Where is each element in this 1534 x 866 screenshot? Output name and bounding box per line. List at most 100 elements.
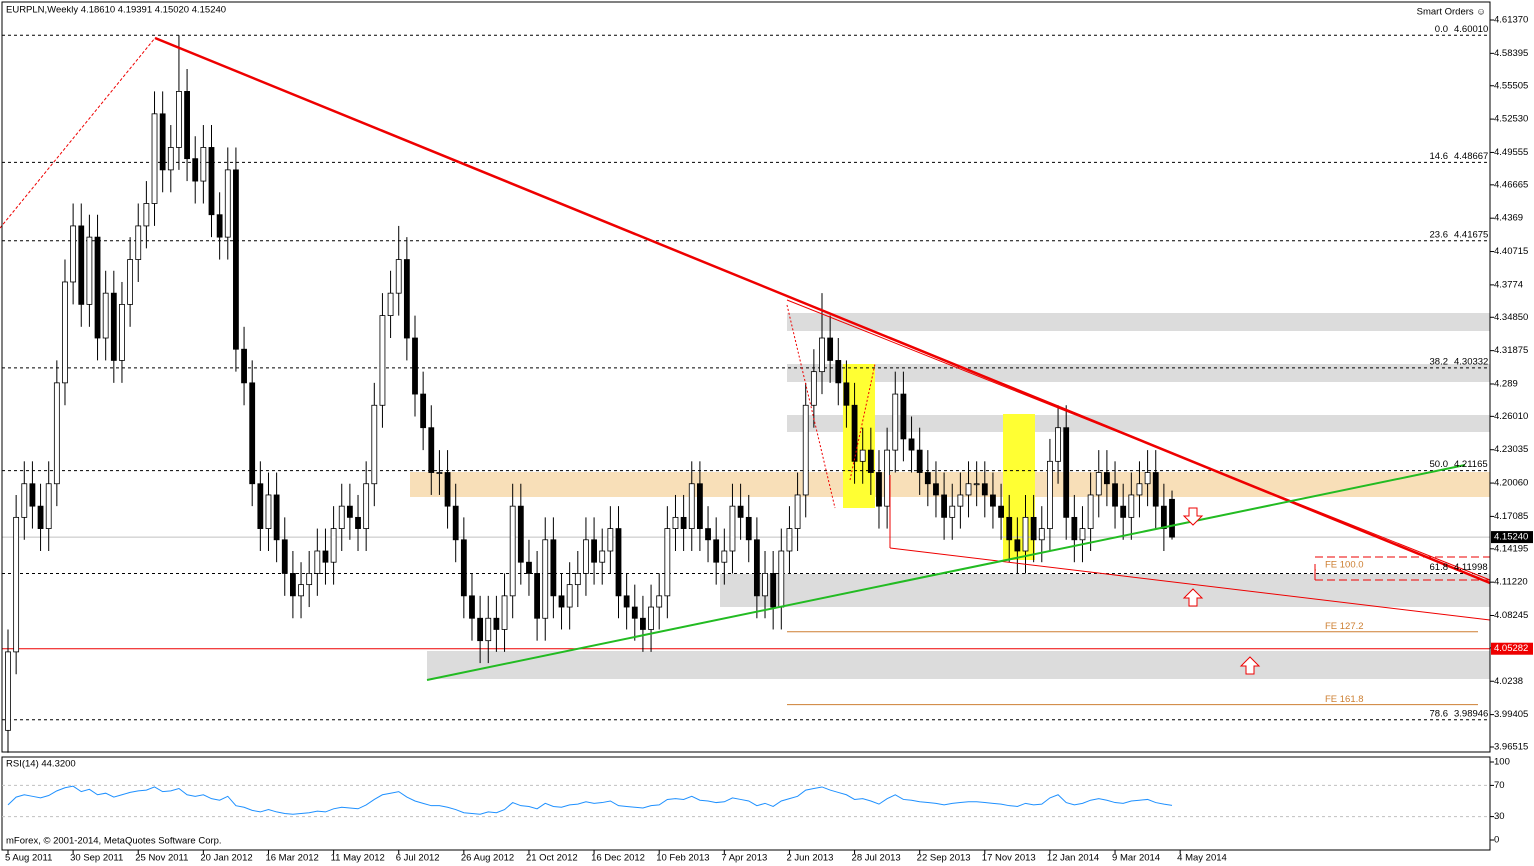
rsi-frame (1, 756, 1491, 851)
candle-body (998, 505, 1004, 518)
candle-body (599, 550, 606, 563)
fib-level: 38.2 (1430, 356, 1449, 367)
support-line (426, 464, 1466, 681)
candle-body (135, 225, 142, 260)
candle-body (127, 259, 133, 305)
candle-body (762, 573, 768, 597)
candle-body (110, 292, 117, 361)
candle-body (94, 236, 101, 339)
candle-body (62, 281, 68, 384)
fib-price: 4.30332 (1454, 356, 1488, 367)
candle-body (623, 595, 630, 608)
main-frame (1, 1, 1491, 753)
x-tick-label: 16 Mar 2012 (265, 853, 318, 864)
candle-body (859, 449, 866, 462)
candle-body (843, 382, 850, 406)
candle-body (1169, 498, 1175, 538)
candle-body (827, 337, 834, 361)
candle-body (29, 483, 36, 507)
candle-body (249, 382, 256, 485)
candle-body (737, 505, 744, 518)
trend-line (154, 36, 1491, 585)
candle-body (233, 169, 239, 350)
y-tick-label: 3.96515 (1494, 742, 1528, 753)
x-tick-label: 22 Sep 2013 (917, 853, 971, 864)
candle-body (648, 606, 654, 630)
candle-body (346, 505, 353, 518)
arrow-down (1182, 507, 1204, 526)
candle-body (941, 494, 947, 518)
candle-body (607, 528, 614, 552)
candle-body (412, 337, 418, 395)
candle-body (908, 438, 915, 451)
candle-body (981, 483, 988, 496)
candle-body (281, 539, 288, 574)
y-tick-label: 4.34850 (1494, 312, 1528, 323)
x-tick-label: 20 Jan 2012 (200, 853, 252, 864)
candle-body (965, 483, 972, 496)
x-tick-label: 16 Dec 2012 (591, 853, 645, 864)
candle-body (566, 584, 573, 608)
candle-body (102, 292, 109, 339)
x-tick-label: 6 Jul 2012 (396, 853, 440, 864)
candle-body (534, 573, 540, 619)
y-tick-label: 4.31875 (1494, 345, 1528, 356)
candle-body (517, 505, 524, 563)
candle-body (469, 595, 475, 619)
candle-body (973, 483, 980, 486)
fib-price: 4.60010 (1454, 24, 1488, 35)
zone (787, 415, 1490, 432)
fib-price: 4.11998 (1454, 562, 1488, 573)
zone (787, 313, 1490, 331)
candle-body (314, 550, 321, 574)
candle-body (721, 550, 728, 563)
rsi-line (7, 785, 1173, 815)
candle-body (1120, 505, 1127, 518)
fib-price: 4.48667 (1454, 151, 1488, 162)
candle-body (542, 539, 549, 619)
x-tick-label: 17 Nov 2013 (982, 853, 1036, 864)
candle-body (200, 147, 207, 182)
candle-body (786, 528, 793, 552)
candle-body (485, 617, 492, 642)
candle-body (933, 483, 939, 496)
candle-body (851, 404, 858, 462)
candle-body (257, 483, 264, 529)
candle-body (355, 516, 361, 529)
candle-body (591, 539, 597, 563)
x-tick-label: 5 Aug 2011 (5, 853, 52, 864)
candle-body (224, 169, 231, 238)
y-tick-label: 4.55505 (1494, 80, 1528, 91)
candle-body (713, 539, 720, 563)
candle-body (444, 472, 451, 507)
trend-line (786, 304, 836, 509)
rsi-tick-label: 0 (1494, 835, 1499, 846)
y-tick-label: 4.52530 (1494, 114, 1528, 125)
candle-body (37, 505, 44, 529)
candle-body (151, 113, 158, 204)
candle-body (884, 449, 891, 507)
x-tick-label: 9 Mar 2014 (1112, 853, 1160, 864)
candle-body (778, 550, 785, 608)
candle-body (159, 113, 166, 171)
candle-body (631, 606, 638, 619)
candle-body (509, 505, 516, 597)
candle-body (420, 393, 427, 429)
candle-body (184, 91, 190, 160)
candle-body (1136, 483, 1143, 496)
candle-body (452, 505, 459, 541)
header: EURPLN,Weekly 4.18610 4.19391 4.15020 4.… (6, 5, 226, 16)
candle-body (1128, 494, 1135, 518)
candle-body (900, 393, 907, 440)
candle-body (53, 382, 60, 485)
y-tick-label: 4.289 (1494, 378, 1518, 389)
candle-body (745, 516, 752, 541)
candle-body (289, 573, 296, 597)
candle-body (216, 214, 223, 238)
candle-body (835, 360, 842, 384)
fib-price: 4.41675 (1454, 229, 1488, 240)
candle-body (192, 158, 199, 182)
candle-body (640, 617, 646, 630)
fib-level: 23.6 (1430, 229, 1449, 240)
candle-body (241, 348, 247, 384)
